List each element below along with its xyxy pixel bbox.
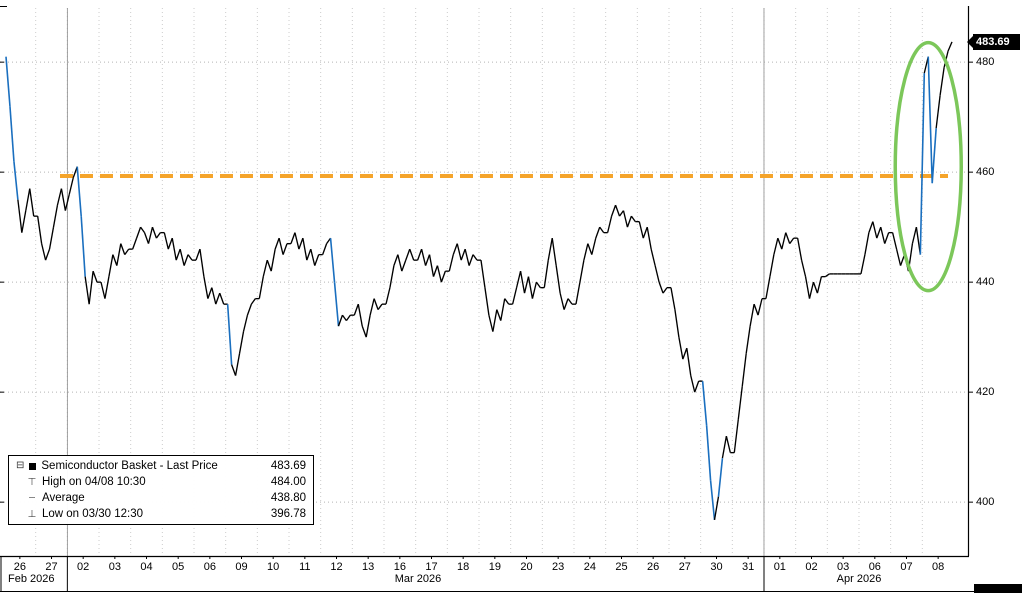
low-marker-icon: ⊥ (27, 508, 37, 520)
x-day-label: 06 (869, 561, 881, 573)
average-marker-icon: ┄ (28, 492, 36, 504)
legend-average-value: 438.80 (270, 492, 306, 504)
legend-series-label: Semiconductor Basket - Last Price (41, 460, 218, 472)
x-day-label: 09 (235, 561, 247, 573)
x-day-label: 04 (140, 561, 152, 573)
x-day-label: 13 (362, 561, 374, 573)
tree-expander-icon[interactable]: ⊟ (16, 460, 25, 471)
x-day-label: 06 (204, 561, 216, 573)
x-day-label: 27 (45, 561, 57, 573)
high-marker-icon: ⊤ (27, 476, 37, 488)
legend-series-value: 483.69 (270, 460, 306, 472)
x-day-label: 03 (109, 561, 121, 573)
x-day-label: 19 (489, 561, 501, 573)
axes (0, 6, 1022, 592)
x-day-label: 31 (742, 561, 754, 573)
x-axis-day-labels: 26 27 02 03 04 05 06 09 10 11 12 13 16 17 18 19 20 23 24 25… (14, 556, 944, 573)
x-day-label: 03 (837, 561, 849, 573)
x-day-label: 12 (330, 561, 342, 573)
x-day-label: 30 (710, 561, 722, 573)
x-day-label: 11 (299, 561, 310, 573)
x-day-label: 26 (14, 561, 26, 573)
x-day-label: 07 (900, 561, 912, 573)
x-axis-month-label: Feb 2026 (8, 573, 55, 585)
x-day-label: 26 (647, 561, 659, 573)
y-axis-label: 440 (976, 276, 995, 288)
legend-low-value: 396.78 (270, 508, 306, 520)
y-axis-label: 400 (976, 496, 995, 508)
x-day-label: 08 (932, 561, 944, 573)
x-day-label: 02 (77, 561, 89, 573)
legend-average-label: Average (42, 492, 85, 504)
last-price-badge: 483.69 (967, 34, 1020, 50)
x-day-label: 05 (172, 561, 184, 573)
x-day-label: 16 (394, 561, 406, 573)
x-day-label: 18 (457, 561, 469, 573)
x-day-label: 27 (679, 561, 691, 573)
x-day-label: 23 (552, 561, 564, 573)
x-axis-month-label: Apr 2026 (836, 573, 882, 585)
legend-high-label: High on 04/08 10:30 (42, 476, 146, 488)
legend-row-average: ┄ Average 438.80 (9, 490, 313, 506)
legend-row-high: ⊤ High on 04/08 10:30 484.00 (9, 474, 313, 490)
x-day-label: 10 (267, 561, 279, 573)
x-axis-month-label: Mar 2026 (394, 573, 442, 585)
y-axis-label: 420 (976, 386, 995, 398)
x-day-label: 02 (805, 561, 817, 573)
chart-legend: ⊟ Semiconductor Basket - Last Price 483.… (8, 455, 314, 525)
legend-high-value: 484.00 (270, 476, 306, 488)
y-axis-label: 460 (976, 166, 995, 178)
legend-row-last-price: ⊟ Semiconductor Basket - Last Price 483.… (9, 458, 313, 474)
x-day-label: 20 (520, 561, 532, 573)
highlight-ellipse (893, 40, 964, 293)
price-series (5, 41, 953, 520)
bottom-right-corner-block (974, 584, 1022, 593)
x-day-label: 25 (615, 561, 627, 573)
legend-low-label: Low on 03/30 12:30 (42, 508, 144, 520)
x-day-label: 01 (774, 561, 786, 573)
series-swatch-icon (29, 462, 37, 470)
legend-row-low: ⊥ Low on 03/30 12:30 396.78 (9, 506, 313, 522)
y-axis-label: 480 (976, 56, 995, 68)
x-day-label: 17 (425, 561, 437, 573)
x-day-label: 24 (584, 561, 596, 573)
